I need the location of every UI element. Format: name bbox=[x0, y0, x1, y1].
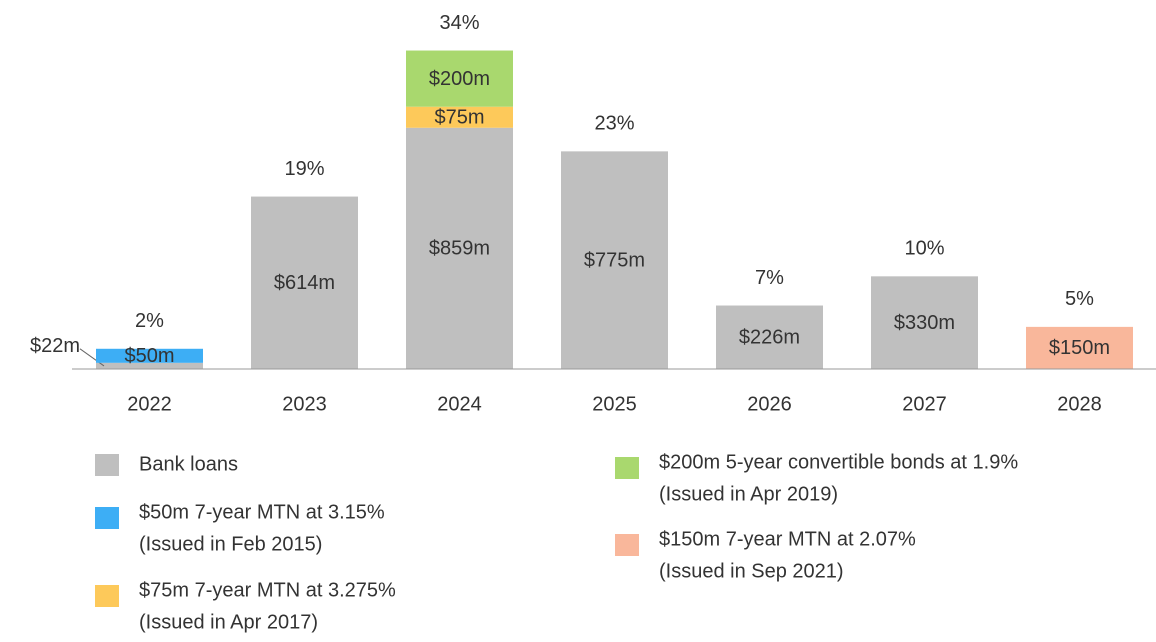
legend-note: (Issued in Feb 2015) bbox=[139, 533, 322, 555]
segment-label: $614m bbox=[274, 272, 335, 294]
segment-label: $75m bbox=[434, 107, 484, 129]
segment-label: $22m bbox=[30, 335, 80, 357]
share-label: 34% bbox=[439, 12, 479, 34]
legend-label: $150m 7-year MTN at 2.07% bbox=[659, 528, 916, 550]
share-label: 5% bbox=[1065, 288, 1094, 310]
bar-segment bbox=[96, 362, 203, 369]
bar-segment bbox=[1026, 326, 1133, 369]
legend-label: Bank loans bbox=[139, 453, 238, 475]
legend-note: (Issued in Apr 2017) bbox=[139, 611, 318, 633]
legend-note: (Issued in Sep 2021) bbox=[659, 560, 844, 582]
segment-label: $775m bbox=[584, 249, 645, 271]
bar-segment bbox=[406, 106, 513, 128]
share-label: 2% bbox=[135, 310, 164, 332]
bar-segment bbox=[251, 196, 358, 369]
bar-segment bbox=[406, 50, 513, 107]
segment-label: $150m bbox=[1049, 337, 1110, 359]
legend-label: $50m 7-year MTN at 3.15% bbox=[139, 501, 385, 523]
legend-swatch bbox=[95, 454, 119, 476]
x-tick-label: 2026 bbox=[747, 393, 792, 415]
x-tick-label: 2028 bbox=[1057, 393, 1102, 415]
legend-label: $75m 7-year MTN at 3.275% bbox=[139, 579, 396, 601]
x-tick-label: 2025 bbox=[592, 393, 637, 415]
share-label: 23% bbox=[594, 113, 634, 135]
bar-segment bbox=[561, 151, 668, 369]
x-tick-label: 2022 bbox=[127, 393, 172, 415]
segment-label: $200m bbox=[429, 68, 490, 90]
legend-swatch bbox=[615, 457, 639, 479]
legend-note: (Issued in Apr 2019) bbox=[659, 483, 838, 505]
bar-segment bbox=[406, 127, 513, 370]
legend-swatch bbox=[95, 507, 119, 529]
segment-label: $50m bbox=[124, 345, 174, 367]
bar-segment bbox=[96, 348, 203, 363]
share-label: 19% bbox=[284, 158, 324, 180]
segment-label: $226m bbox=[739, 327, 800, 349]
share-label: 10% bbox=[904, 238, 944, 260]
x-tick-label: 2027 bbox=[902, 393, 947, 415]
bar-segment bbox=[716, 305, 823, 369]
leader-line bbox=[79, 348, 105, 367]
bar-segment bbox=[871, 276, 978, 369]
legend-swatch bbox=[615, 534, 639, 556]
segment-label: $330m bbox=[894, 312, 955, 334]
share-label: 7% bbox=[755, 267, 784, 289]
segment-label: $859m bbox=[429, 238, 490, 260]
x-tick-label: 2024 bbox=[437, 393, 482, 415]
legend-swatch bbox=[95, 585, 119, 607]
x-tick-label: 2023 bbox=[282, 393, 327, 415]
legend-label: $200m 5-year convertible bonds at 1.9% bbox=[659, 451, 1018, 473]
